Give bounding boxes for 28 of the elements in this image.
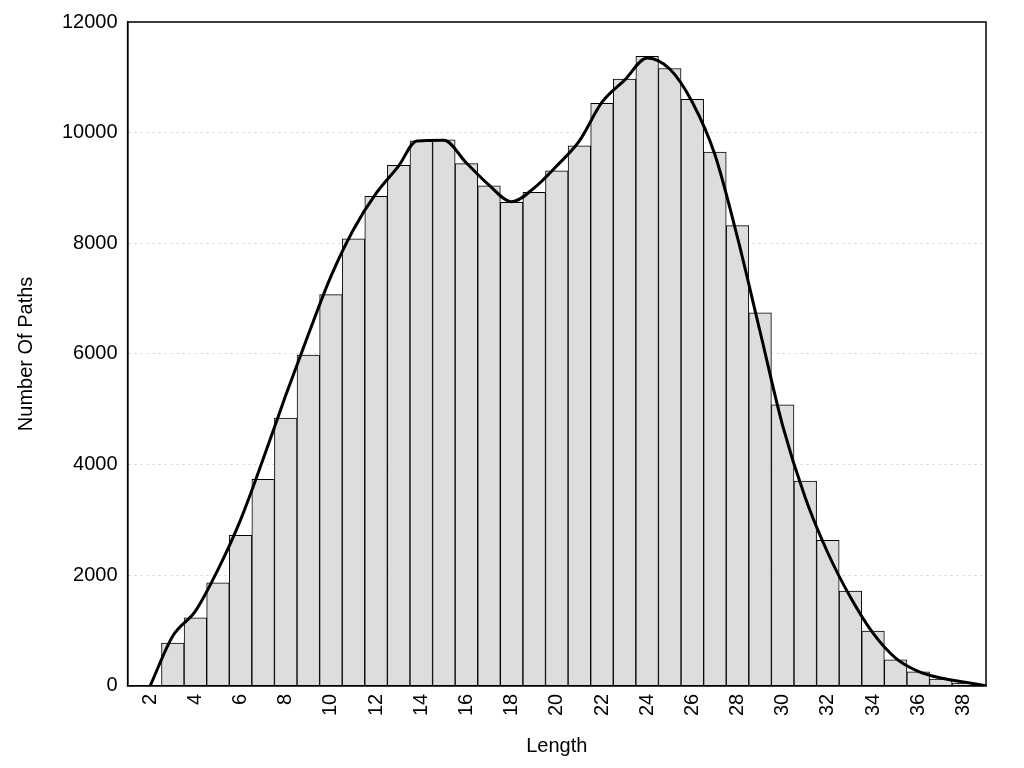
x-tick-label: 22	[589, 693, 612, 716]
y-tick-label: 0	[106, 673, 118, 696]
y-tick-label: 6000	[73, 341, 118, 364]
x-tick-label: 16	[453, 693, 476, 716]
x-tick-label: 8	[273, 693, 296, 705]
x-tick-label: 2	[137, 693, 160, 705]
x-tick-label: 30	[770, 693, 793, 716]
y-tick-label: 2000	[73, 562, 118, 585]
x-tick-label: 6	[228, 693, 251, 705]
x-tick-label: 10	[318, 693, 341, 716]
x-tick-label: 26	[679, 693, 702, 716]
x-axis-title: Length	[526, 733, 588, 756]
x-tick-label: 36	[905, 693, 928, 716]
x-tick-label: 34	[860, 693, 883, 716]
x-tick-label: 20	[544, 693, 567, 716]
y-axis-title: Number Of Paths	[13, 276, 36, 432]
x-tick-label: 14	[408, 693, 431, 716]
x-tick-label: 24	[634, 693, 657, 716]
y-tick-label: 4000	[73, 452, 118, 475]
y-tick-label: 10000	[61, 120, 118, 143]
x-tick-label: 38	[950, 693, 973, 716]
x-tick-label: 32	[815, 693, 838, 716]
y-tick-label: 8000	[73, 230, 118, 253]
x-tick-label: 4	[182, 693, 205, 705]
x-tick-label: 28	[725, 693, 748, 716]
y-tick-label: 12000	[61, 9, 118, 32]
x-tick-label: 12	[363, 693, 386, 716]
x-tick-label: 18	[499, 693, 522, 716]
